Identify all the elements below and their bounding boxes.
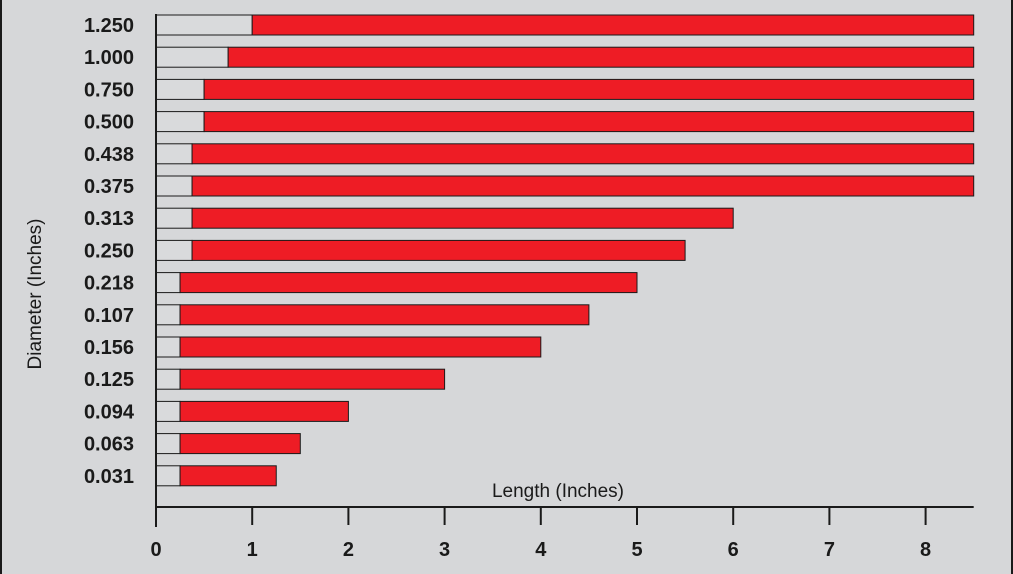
- x-tick-label: 5: [631, 539, 642, 561]
- bar-segment-length: [203, 78, 975, 100]
- bar-segment-length: [227, 46, 975, 68]
- y-tick-label: 0.094: [84, 401, 135, 423]
- bar-segment-length: [191, 207, 734, 229]
- bar-segment-length: [203, 111, 975, 133]
- bar-segment-length: [191, 239, 686, 261]
- bar-segment-base: [155, 78, 205, 100]
- bar-segment-base: [155, 14, 253, 36]
- bar-segment-length: [179, 304, 590, 326]
- x-tick-marks: 0 1 2 3 4 5 6 7 8: [150, 507, 931, 561]
- bar-segment-base: [155, 46, 229, 68]
- x-tick-label: 8: [920, 539, 931, 561]
- bar-segment-length: [191, 175, 975, 197]
- y-tick-label: 0.107: [84, 305, 134, 327]
- y-tick-label: 0.250: [84, 240, 134, 262]
- bar-segment-length: [179, 465, 277, 487]
- x-tick-label: 1: [247, 539, 258, 561]
- y-axis-title: Diameter (Inches): [25, 219, 46, 370]
- y-tick-label: 0.031: [84, 466, 134, 488]
- bar-segment-base: [155, 143, 193, 165]
- y-tick-label: 0.438: [84, 144, 134, 166]
- bar-segment-base: [155, 465, 181, 487]
- y-tick-label: 0.500: [84, 112, 134, 134]
- bar-segment-base: [155, 336, 181, 358]
- y-tick-label: 1.000: [84, 47, 134, 69]
- bar-segment-base: [155, 272, 181, 294]
- bar-segment-length: [179, 336, 542, 358]
- y-tick-label: 0.125: [84, 369, 134, 391]
- y-tick-label: 0.218: [84, 273, 134, 295]
- bar-segment-base: [155, 304, 181, 326]
- x-tick-label: 0: [150, 539, 161, 561]
- bar-segment-length: [179, 272, 638, 294]
- bar-segment-base: [155, 400, 181, 422]
- y-tick-label: 0.156: [84, 337, 134, 359]
- bar-segment-length: [191, 143, 975, 165]
- bar-segment-length: [179, 400, 349, 422]
- bar-segment-length: [251, 14, 975, 36]
- x-tick-label: 3: [439, 539, 450, 561]
- x-tick-label: 4: [535, 539, 547, 561]
- bar-segment-base: [155, 368, 181, 390]
- x-tick-label: 6: [728, 539, 739, 561]
- bar-segment-length: [179, 368, 446, 390]
- x-tick-label: 7: [824, 539, 835, 561]
- bar-segment-base: [155, 111, 205, 133]
- y-tick-label: 0.375: [84, 176, 134, 198]
- x-tick-label: 2: [343, 539, 354, 561]
- bar-segment-base: [155, 239, 193, 261]
- bars-group: [155, 14, 975, 487]
- bar-segment-base: [155, 433, 181, 455]
- x-axis-title: Length (Inches): [492, 481, 624, 502]
- bar-segment-base: [155, 207, 193, 229]
- y-tick-label: 0.063: [84, 434, 134, 456]
- y-tick-label: 0.313: [84, 208, 134, 230]
- bar-segment-base: [155, 175, 193, 197]
- y-tick-label: 0.750: [84, 79, 134, 101]
- y-tick-labels: 1.250 1.000 0.750 0.500 0.438 0.375 0.313 0.250…: [84, 15, 135, 488]
- bar-segment-length: [179, 433, 301, 455]
- y-tick-label: 1.250: [84, 15, 134, 37]
